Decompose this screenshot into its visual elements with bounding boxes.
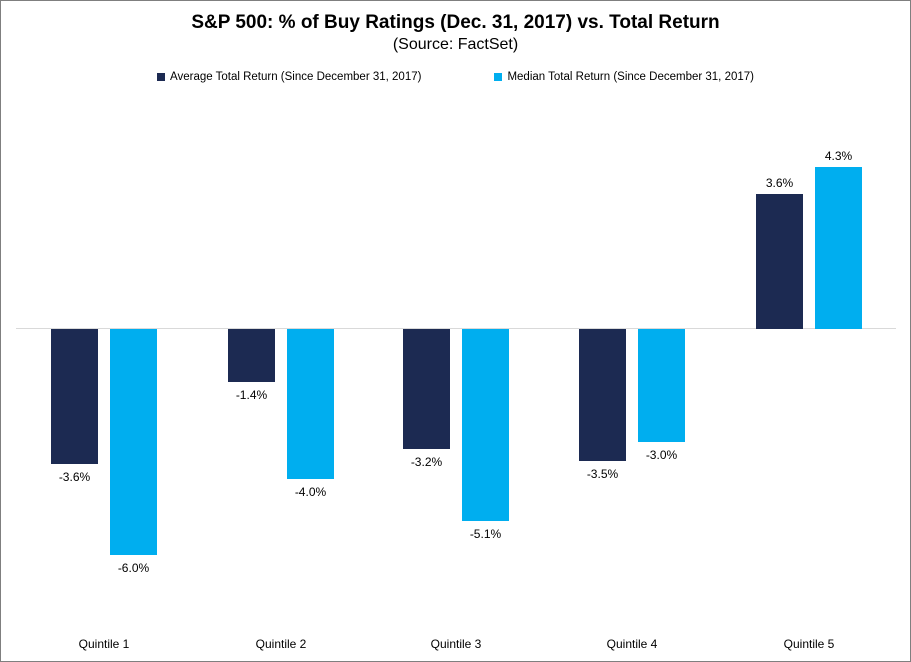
value-label: -6.0% — [117, 561, 150, 575]
category-label-quintile-4: Quintile 4 — [606, 637, 658, 651]
legend-swatch-icon — [157, 73, 165, 81]
value-label: -5.1% — [469, 527, 502, 541]
legend: Average Total Return (Since December 31,… — [1, 71, 910, 83]
category-label-quintile-2: Quintile 2 — [255, 637, 307, 651]
bar-quintile-5-median — [815, 167, 862, 329]
bar-quintile-3-median — [462, 329, 509, 521]
category-label-quintile-1: Quintile 1 — [78, 637, 130, 651]
category-label-quintile-5: Quintile 5 — [783, 637, 835, 651]
bar-quintile-4-median — [638, 329, 685, 442]
bar-quintile-5-average — [756, 194, 803, 329]
value-label: -4.0% — [294, 485, 327, 499]
bar-quintile-1-median — [110, 329, 157, 555]
chart-title: S&P 500: % of Buy Ratings (Dec. 31, 2017… — [191, 12, 720, 33]
zero-axis-line — [16, 328, 896, 329]
chart-subtitle: (Source: FactSet) — [392, 36, 519, 53]
value-label: -3.6% — [58, 470, 91, 484]
legend-swatch-icon — [494, 73, 503, 81]
bar-quintile-2-median — [287, 329, 334, 479]
bar-quintile-4-average — [579, 329, 626, 461]
value-label: -3.0% — [645, 448, 678, 462]
value-label: -1.4% — [235, 388, 268, 402]
bar-quintile-3-average — [403, 329, 450, 449]
value-label: 3.6% — [765, 176, 794, 190]
legend-label: Average Total Return (Since December 31,… — [170, 71, 422, 83]
value-label: -3.2% — [410, 455, 443, 469]
legend-item-average: Average Total Return (Since December 31,… — [157, 71, 421, 83]
category-label-quintile-3: Quintile 3 — [430, 637, 482, 651]
bar-quintile-1-average — [51, 329, 98, 464]
bar-quintile-2-average — [228, 329, 275, 382]
legend-item-median: Median Total Return (Since December 31, … — [494, 71, 754, 83]
value-label: -3.5% — [586, 467, 619, 481]
value-label: 4.3% — [824, 149, 853, 163]
legend-label: Median Total Return (Since December 31, … — [507, 71, 754, 83]
